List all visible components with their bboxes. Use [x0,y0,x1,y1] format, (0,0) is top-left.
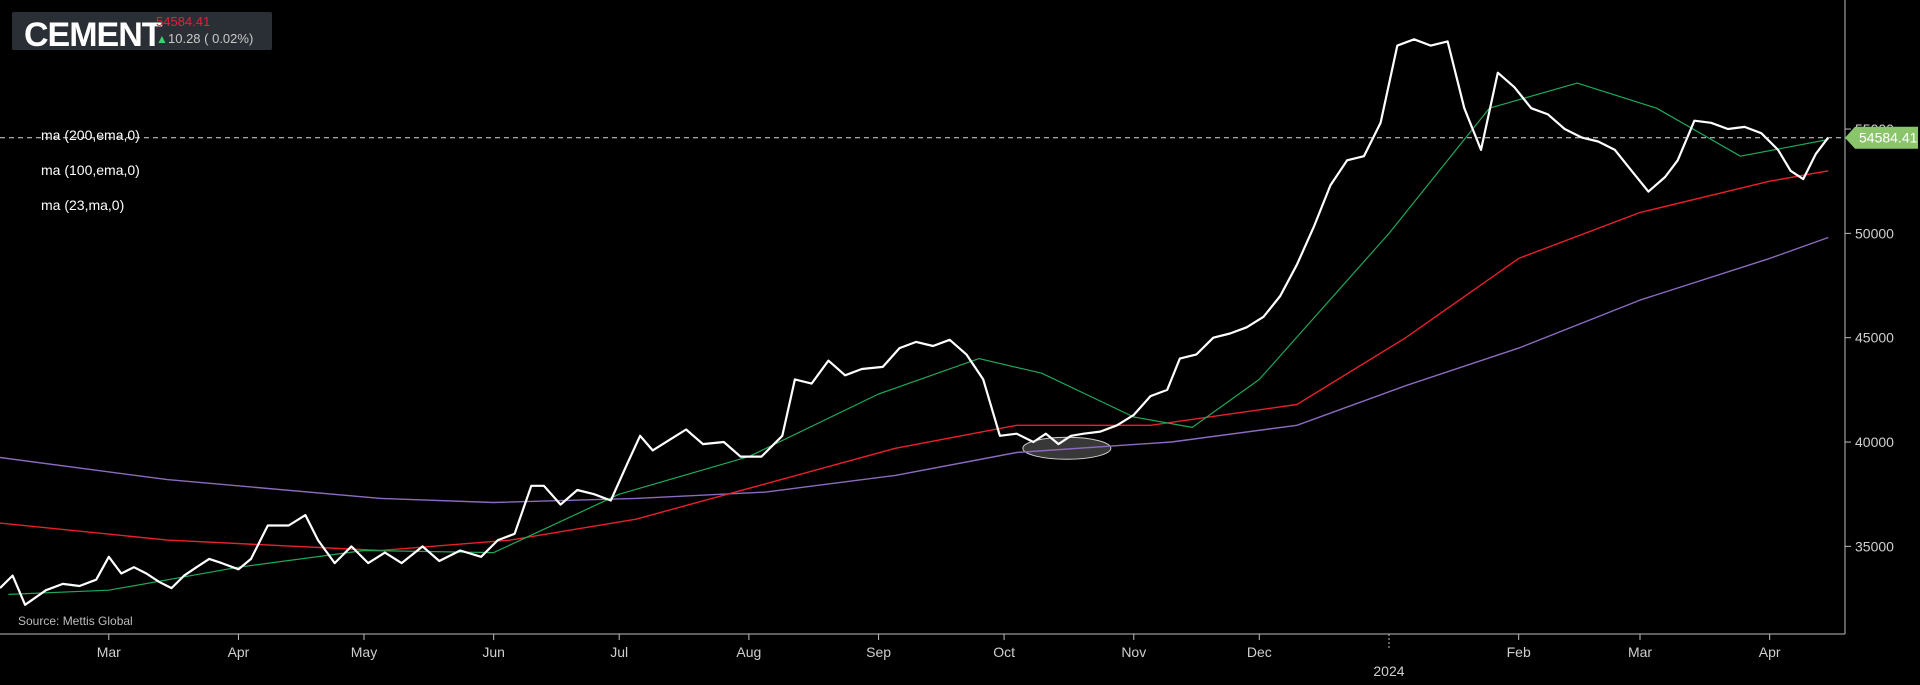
legend-ma200[interactable]: ma (200,ema,0) [41,127,140,143]
series-ma200 [0,236,1829,504]
legend-ma23[interactable]: ma (23,ma,0) [41,197,125,213]
last-price-label: 54584.41 [1859,130,1918,146]
x-tick-label: Apr [228,644,250,660]
x-tick-label: Jul [610,644,628,660]
x-tick-label: Mar [97,644,121,660]
last-price-marker: 54584.41 [0,126,1918,149]
series-ma100 [0,170,1829,552]
chart-axes: 3500040000450005000055000MarAprMayJunJul… [0,0,1894,679]
y-tick-label: 40000 [1855,434,1894,450]
ticker-header: CEMENT 54584.41 ▲ 10.28 ( 0.02%) [12,12,272,54]
x-tick-label: Aug [736,644,761,660]
ticker-change: 10.28 ( 0.02%) [168,31,254,46]
series-ma23 [8,82,1829,595]
arrow-up-icon: ▲ [156,32,168,46]
ticker-symbol: CEMENT [24,16,163,54]
x-tick-label: Dec [1247,644,1272,660]
chart-series [0,38,1830,606]
x-tick-label: Sep [866,644,891,660]
last-price-tag [1845,126,1918,149]
legend-ma100[interactable]: ma (100,ema,0) [41,162,140,178]
x-tick-label: Oct [993,644,1015,660]
y-tick-label: 35000 [1855,538,1894,554]
ticker-price: 54584.41 [156,14,211,29]
series-cement-price [0,38,1830,606]
x-tick-label: Feb [1507,644,1531,660]
y-tick-label: 50000 [1855,225,1894,241]
x-tick-label: Nov [1121,644,1146,660]
x-tick-label: Jun [482,644,505,660]
x-tick-label: Apr [1759,644,1781,660]
y-tick-label: 45000 [1855,330,1894,346]
x-tick-label: Mar [1628,644,1652,660]
x-tick-label: May [351,644,377,660]
source-note: Source: Mettis Global [18,614,133,628]
year-label: 2024 [1373,663,1404,679]
